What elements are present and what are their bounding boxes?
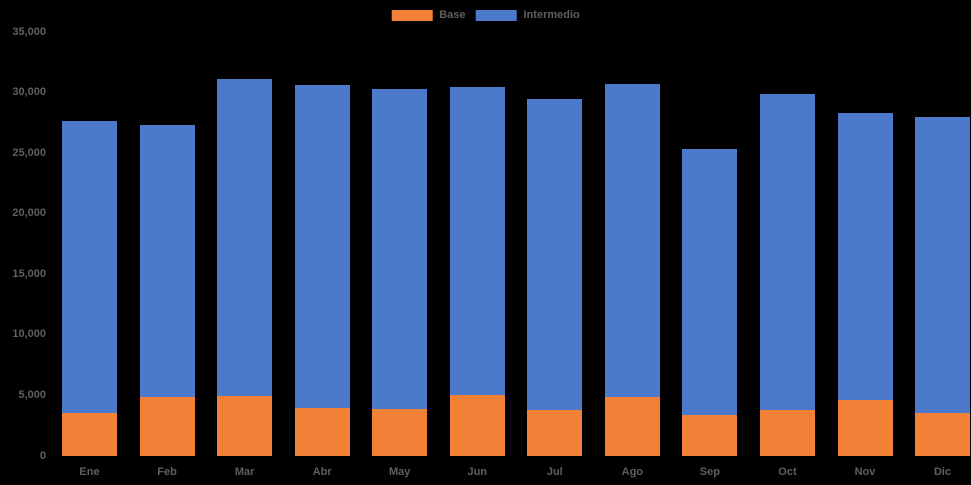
bar-segment-base xyxy=(62,412,117,456)
bar-segment-base xyxy=(139,397,195,456)
y-axis-tick-label: 5,000 xyxy=(18,388,46,401)
bar-segment-intermedio xyxy=(449,87,505,396)
y-axis-tick-label: 20,000 xyxy=(12,207,46,220)
x-axis-label-oct: Oct xyxy=(778,466,797,478)
x-axis-label-nov: Nov xyxy=(854,466,876,478)
bar-sep xyxy=(682,148,738,456)
y-axis-tick-label: 15,000 xyxy=(12,267,46,280)
bar-segment-base xyxy=(527,409,583,456)
bar-nov xyxy=(837,113,893,456)
x-axis-label-mar: Mar xyxy=(234,466,255,478)
bar-ene xyxy=(62,121,117,456)
bar-segment-base xyxy=(449,395,505,456)
y-axis-tick-label: 25,000 xyxy=(12,146,46,159)
bar-segment-intermedio xyxy=(682,148,738,416)
bar-mar xyxy=(217,79,273,456)
x-axis-label-ene: Ene xyxy=(79,466,100,478)
x-axis-label-feb: Feb xyxy=(157,466,177,478)
y-axis-tick-label: 35,000 xyxy=(12,25,46,38)
bar-segment-intermedio xyxy=(759,93,815,410)
chart-legend: Base Intermedio xyxy=(391,9,580,21)
bar-segment-intermedio xyxy=(372,88,428,410)
bar-segment-base xyxy=(217,396,273,456)
bar-segment-base xyxy=(837,399,893,456)
legend-swatch-base xyxy=(391,9,433,21)
bar-segment-intermedio xyxy=(294,84,350,408)
x-axis-label-jul: Jul xyxy=(546,466,563,478)
bar-feb xyxy=(139,125,195,456)
bar-segment-intermedio xyxy=(217,79,273,397)
bar-segment-base xyxy=(294,407,350,456)
bar-segment-intermedio xyxy=(527,99,583,410)
y-axis-tick-label: 0 xyxy=(39,449,46,462)
bar-jul xyxy=(527,99,583,456)
bar-jun xyxy=(449,87,505,456)
y-axis-tick-label: 10,000 xyxy=(12,328,46,341)
bar-segment-base xyxy=(372,409,428,456)
bar-dic xyxy=(915,117,971,456)
x-axis-label-abr: Abr xyxy=(312,466,332,478)
bar-abr xyxy=(294,84,350,456)
x-axis-label-dic: Dic xyxy=(933,466,952,478)
y-axis-tick-label: 30,000 xyxy=(12,86,46,99)
bar-segment-base xyxy=(759,409,815,456)
bar-segment-base xyxy=(604,396,660,456)
bar-segment-intermedio xyxy=(604,84,660,397)
legend-item-intermedio: Intermedio xyxy=(475,9,580,21)
x-axis-label-may: May xyxy=(388,466,411,478)
bar-oct xyxy=(759,93,815,456)
x-axis-label-sep: Sep xyxy=(699,466,720,478)
legend-label: Intermedio xyxy=(523,9,580,21)
legend-swatch-intermedio xyxy=(475,9,517,21)
bar-segment-intermedio xyxy=(139,125,195,398)
bar-segment-intermedio xyxy=(62,121,117,413)
bar-may xyxy=(372,88,428,456)
legend-label: Base xyxy=(439,9,466,21)
bar-segment-base xyxy=(682,415,738,456)
x-axis-label-ago: Ago xyxy=(621,466,644,478)
bar-segment-intermedio xyxy=(837,113,893,400)
bar-segment-base xyxy=(915,412,971,456)
x-axis-label-jun: Jun xyxy=(467,466,488,478)
bar-segment-intermedio xyxy=(915,117,971,413)
bar-ago xyxy=(604,84,660,456)
legend-item-base: Base xyxy=(391,9,466,21)
